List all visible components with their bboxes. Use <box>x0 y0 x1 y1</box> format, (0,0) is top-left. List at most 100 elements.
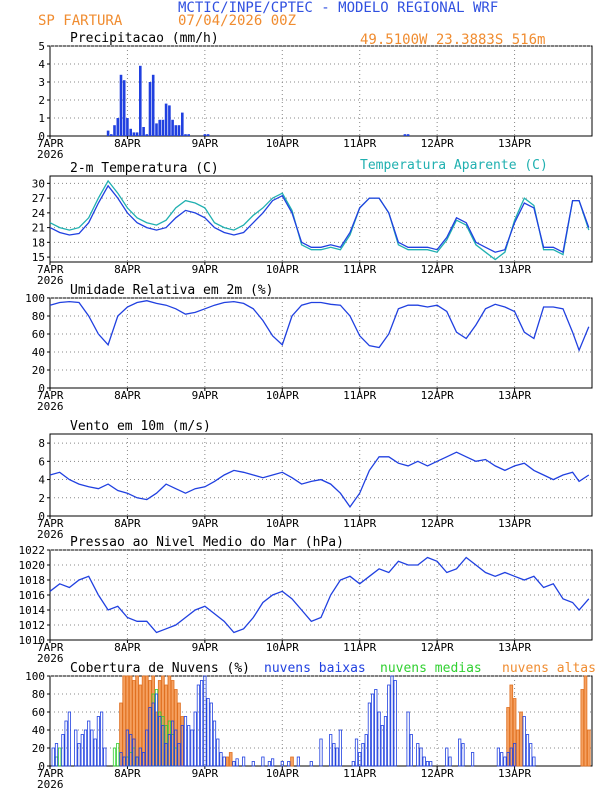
x-year-label: 2026 <box>37 274 64 287</box>
y-tick-label: 0 <box>38 382 45 395</box>
cloud-bar-low <box>270 758 275 767</box>
precip-bar <box>122 80 126 136</box>
precip-bar <box>155 123 158 136</box>
cloud-bar-low <box>319 738 323 767</box>
panel-frame <box>49 297 593 389</box>
precip-bar <box>158 119 161 136</box>
cloud-bar-mid <box>116 743 120 767</box>
cloud-bar-low <box>364 734 368 767</box>
cloud-bar-low <box>287 761 291 767</box>
precip-bar <box>177 125 181 136</box>
cloud-bar-low <box>96 716 100 767</box>
apparent-temp-line <box>49 179 590 261</box>
cloud-bar-low <box>338 729 343 767</box>
panel-frame <box>49 433 593 517</box>
x-tick-label: 11APR <box>343 137 376 150</box>
y-tick-label: 21 <box>32 222 45 235</box>
x-year-label: 2026 <box>37 400 64 413</box>
cloud-bar-low <box>422 756 426 767</box>
cloud-bar-low <box>380 725 384 767</box>
cloud-bar-low <box>51 747 55 767</box>
cloud-bar-low <box>138 747 142 767</box>
cloud-bar-low <box>332 743 336 767</box>
cloud-bar-low <box>383 716 388 767</box>
cloud-bar-low <box>280 761 284 767</box>
cloud-bar-low <box>77 743 81 767</box>
x-tick-label: 8APR <box>114 389 141 402</box>
cloud-bar-low <box>161 725 165 767</box>
cloud-bar-low <box>87 720 91 767</box>
precip-bar <box>106 130 110 136</box>
precip-bar <box>181 112 184 136</box>
cloud-bar-low <box>167 734 171 767</box>
panel-title: Pressao ao Nivel Medio do Mar (hPa) <box>70 535 344 550</box>
cloud-bar-low <box>296 756 301 767</box>
x-tick-label: 7APR <box>37 517 64 530</box>
cloud-bar-low <box>445 747 449 767</box>
cloud-bar-low <box>425 761 430 767</box>
cloud-bar-low <box>177 743 181 767</box>
cloud-bar-low <box>141 752 146 767</box>
x-tick-label: 8APR <box>114 517 141 530</box>
y-tick-label: 2 <box>38 94 45 107</box>
precip-bar <box>403 134 407 136</box>
y-tick-label: 0 <box>38 510 45 523</box>
y-tick-label: 5 <box>38 40 45 53</box>
cloud-bar-low <box>190 729 194 767</box>
precip-bar <box>206 134 210 136</box>
cloud-bar-high <box>225 756 230 767</box>
cloud-bar-low <box>390 675 394 767</box>
precip-bar <box>151 74 155 136</box>
cloud-bar-high <box>519 711 523 767</box>
cloud-bar-low <box>503 756 507 767</box>
y-tick-label: 100 <box>25 670 45 683</box>
cloud-legend-low: nuvens baixas <box>264 661 366 676</box>
y-tick-label: 27 <box>32 192 45 205</box>
x-tick-label: 11APR <box>343 641 376 654</box>
x-tick-label: 10APR <box>266 641 299 654</box>
cloud-bar-low <box>222 756 226 767</box>
x-tick-label: 12APR <box>421 641 454 654</box>
x-tick-label: 9APR <box>192 137 219 150</box>
cloud-bar-high <box>516 729 520 767</box>
cloud-bar-low <box>358 752 362 767</box>
x-tick-label: 13APR <box>498 389 531 402</box>
cloud-bar-low <box>461 743 465 767</box>
y-tick-label: 100 <box>25 292 45 305</box>
cloud-bar-high <box>228 752 233 767</box>
precip-bar <box>164 103 168 136</box>
y-tick-label: 20 <box>32 742 45 755</box>
y-tick-label: 1016 <box>19 589 46 602</box>
y-tick-label: 60 <box>32 328 45 341</box>
cloud-bar-low <box>232 761 236 767</box>
cloud-legend-high: nuvens altas <box>502 661 596 676</box>
cloud-bar-low <box>448 756 452 767</box>
cloud-bar-low <box>148 707 152 767</box>
x-tick-label: 7APR <box>37 389 64 402</box>
cloud-bar-low <box>183 716 188 767</box>
y-tick-label: 15 <box>32 251 45 264</box>
y-tick-label: 2 <box>38 492 45 505</box>
cloud-bar-low <box>154 693 159 767</box>
y-tick-label: 0 <box>38 130 45 143</box>
panel-title: Cobertura de Nuvens (%) <box>70 661 250 676</box>
precip-bar <box>119 74 123 136</box>
cloud-bar-low <box>335 747 339 767</box>
cloud-bar-low <box>100 711 104 767</box>
cloud-bar-high <box>583 675 588 767</box>
panel-title: 2-m Temperatura (C) <box>70 161 219 176</box>
cloud-bar-low <box>93 738 97 767</box>
cloud-bar-high <box>122 675 127 767</box>
x-tick-label: 10APR <box>266 517 299 530</box>
cloud-bar-low <box>525 734 530 767</box>
cloud-bar-low <box>170 720 175 767</box>
precip-bar <box>406 134 410 136</box>
y-tick-label: 24 <box>32 207 46 220</box>
y-tick-label: 4 <box>38 474 45 487</box>
cloud-bar-low <box>122 756 126 767</box>
x-tick-label: 9APR <box>192 767 219 780</box>
precip-bar <box>129 128 132 136</box>
cloud-bar-low <box>470 752 475 767</box>
x-year-label: 2026 <box>37 148 64 161</box>
y-tick-label: 1018 <box>19 574 46 587</box>
